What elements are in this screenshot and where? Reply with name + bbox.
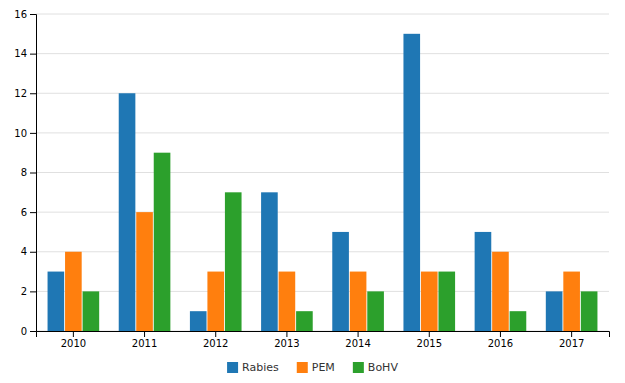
tick-mark (30, 331, 36, 332)
tick-label: 2017 (559, 338, 584, 349)
tick-mark (30, 93, 36, 94)
bar (279, 272, 296, 331)
tick-mark (144, 331, 145, 337)
tick-mark (286, 331, 287, 337)
tick: 2010 (61, 331, 86, 349)
tick: 2012 (203, 331, 228, 349)
tick-label: 6 (21, 207, 27, 218)
tick: 2011 (132, 331, 157, 349)
tick: 14 (14, 48, 36, 59)
bar (367, 291, 384, 331)
bar (421, 272, 438, 331)
legend-swatch (353, 362, 364, 373)
bar (403, 34, 420, 331)
tick-mark (30, 291, 36, 292)
bar (65, 252, 82, 331)
bar (48, 272, 65, 331)
tick-label: 14 (14, 48, 27, 59)
tick-mark (358, 331, 359, 337)
bar (438, 272, 455, 331)
tick-mark (30, 133, 36, 134)
tick: 2013 (274, 331, 299, 349)
tick-label: 0 (21, 326, 27, 337)
tick: 2014 (345, 331, 370, 349)
axis-line (30, 15, 37, 332)
bar-series (48, 34, 563, 331)
tick-label: 2012 (203, 338, 228, 349)
tick: 8 (21, 167, 36, 178)
tick-mark (30, 173, 36, 174)
tick: 2017 (559, 331, 584, 349)
legend-label: BoHV (368, 361, 399, 374)
tick-label: 16 (14, 9, 27, 20)
tick-mark (30, 252, 36, 253)
tick-mark (73, 331, 74, 337)
tick-label: 2016 (488, 338, 513, 349)
tick: 10 (14, 128, 36, 139)
legend-item: PEM (297, 361, 335, 374)
tick-mark (30, 54, 36, 55)
tick-mark (500, 331, 501, 337)
grid-line (36, 53, 609, 54)
tick-label: 2015 (417, 338, 442, 349)
legend-swatch (297, 362, 308, 373)
tick-mark (571, 331, 572, 337)
tick: 2 (21, 286, 36, 297)
grid-line (36, 14, 609, 15)
legend-label: Rabies (242, 361, 279, 374)
bar-series (65, 212, 580, 331)
tick-mark (30, 212, 36, 213)
bar (136, 212, 153, 331)
tick: 4 (21, 246, 36, 257)
tick-label: 2011 (132, 338, 157, 349)
bar (261, 192, 278, 331)
tick-label: 10 (14, 128, 27, 139)
legend-item: Rabies (227, 361, 279, 374)
tick: 2016 (488, 331, 513, 349)
tick: 12 (14, 88, 36, 99)
chart: 0246810121416201020112012201320142015201… (0, 0, 625, 383)
bar (510, 311, 527, 331)
tick-mark (215, 331, 216, 337)
tick-label: 12 (14, 88, 27, 99)
y-axis: 0 2 4 6 8 10 12 14 16 (14, 9, 36, 337)
bar (546, 291, 563, 331)
tick-mark (30, 14, 36, 15)
bar (190, 311, 207, 331)
bar (207, 272, 224, 331)
tick-label: 2014 (345, 338, 370, 349)
tick-label: 2 (21, 286, 27, 297)
tick: 6 (21, 207, 36, 218)
bar (492, 252, 509, 331)
grid (36, 14, 609, 331)
bars (48, 34, 598, 331)
axis-line (37, 332, 610, 338)
legend-label: PEM (312, 361, 335, 374)
bar (296, 311, 313, 331)
tick-label: 8 (21, 167, 27, 178)
bar (563, 272, 580, 331)
bar (83, 291, 100, 331)
tick: 2015 (417, 331, 442, 349)
bar (332, 232, 349, 331)
bar (581, 291, 598, 331)
legend-swatch (227, 362, 238, 373)
tick-label: 2013 (274, 338, 299, 349)
bar (225, 192, 242, 331)
plot: 0246810121416201020112012201320142015201… (14, 9, 609, 349)
tick-label: 4 (21, 246, 27, 257)
bar-series (83, 153, 598, 331)
tick-label: 2010 (61, 338, 86, 349)
legend: Rabies PEM BoHV (227, 361, 398, 374)
tick: 16 (14, 9, 36, 20)
bar (475, 232, 492, 331)
tick: 0 (21, 326, 36, 337)
bar (350, 272, 367, 331)
bar (154, 153, 171, 331)
x-axis: 2010 2011 2012 2013 2014 2015 2016 2017 (37, 331, 610, 349)
bar (119, 93, 136, 331)
legend-item: BoHV (353, 361, 399, 374)
tick-mark (429, 331, 430, 337)
